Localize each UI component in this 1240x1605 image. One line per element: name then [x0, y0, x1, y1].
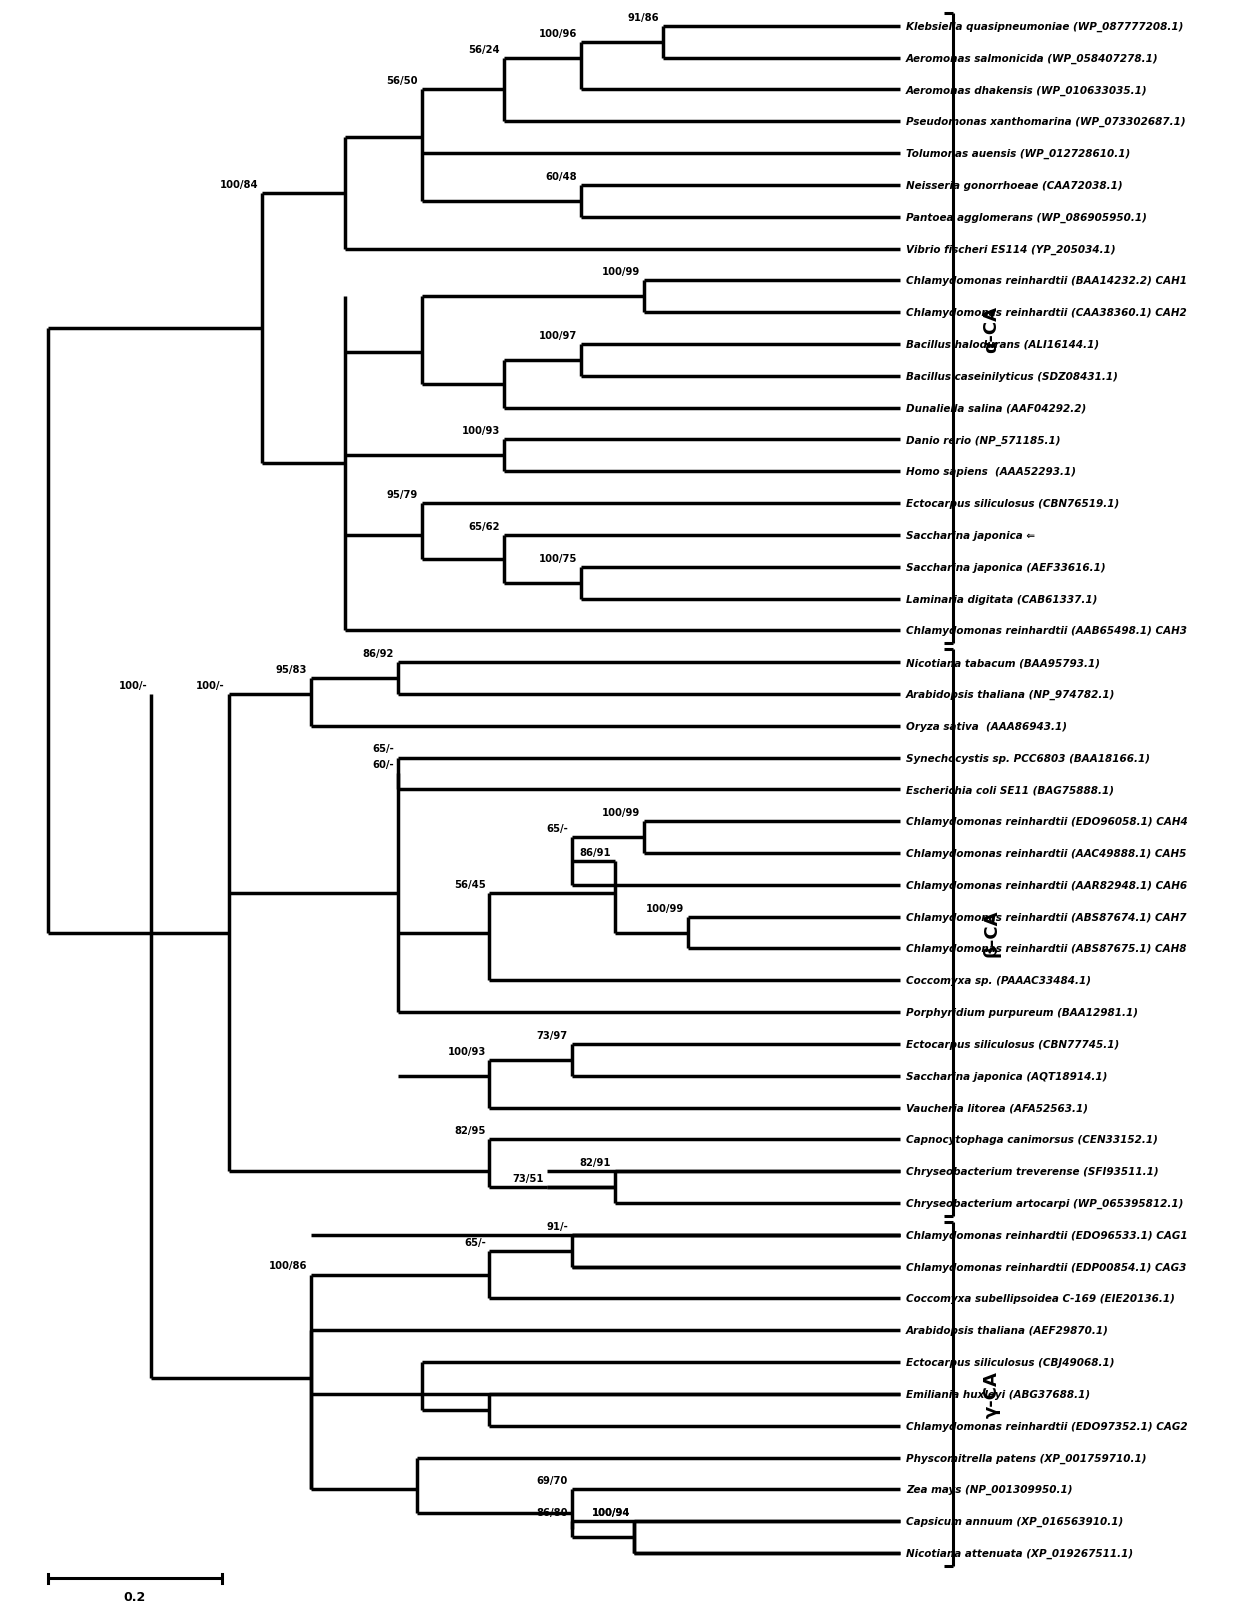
- Text: 100/94: 100/94: [593, 1507, 631, 1517]
- Text: Neisseria gonorrhoeae (CAA72038.1): Neisseria gonorrhoeae (CAA72038.1): [906, 181, 1122, 191]
- Text: Saccharina japonica (AQT18914.1): Saccharina japonica (AQT18914.1): [906, 1071, 1107, 1082]
- Text: 56/24: 56/24: [469, 45, 500, 55]
- Text: Saccharina japonica ⇐: Saccharina japonica ⇐: [906, 531, 1035, 541]
- Text: γ-CA: γ-CA: [982, 1371, 1001, 1417]
- Text: 95/83: 95/83: [275, 664, 306, 674]
- Text: 69/70: 69/70: [537, 1475, 568, 1485]
- Text: Capsicum annuum (XP_016563910.1): Capsicum annuum (XP_016563910.1): [906, 1517, 1123, 1526]
- Text: Bacillus caseinilyticus (SDZ08431.1): Bacillus caseinilyticus (SDZ08431.1): [906, 372, 1118, 382]
- Text: Ectocarpus siliculosus (CBJ49068.1): Ectocarpus siliculosus (CBJ49068.1): [906, 1358, 1115, 1367]
- Text: Aeromonas dhakensis (WP_010633035.1): Aeromonas dhakensis (WP_010633035.1): [906, 85, 1148, 96]
- Text: 100/97: 100/97: [539, 331, 578, 340]
- Text: Capnocytophaga canimorsus (CEN33152.1): Capnocytophaga canimorsus (CEN33152.1): [906, 1135, 1158, 1144]
- Text: 60/48: 60/48: [546, 172, 578, 181]
- Text: Laminaria digitata (CAB61337.1): Laminaria digitata (CAB61337.1): [906, 594, 1097, 603]
- Text: 100/94: 100/94: [593, 1507, 631, 1517]
- Text: 100/75: 100/75: [539, 554, 578, 563]
- Text: 100/-: 100/-: [119, 681, 148, 690]
- Text: Danio rerio (NP_571185.1): Danio rerio (NP_571185.1): [906, 435, 1060, 445]
- Text: Klebsiella quasipneumoniae (WP_087777208.1): Klebsiella quasipneumoniae (WP_087777208…: [906, 22, 1183, 32]
- Text: 73/97: 73/97: [537, 1030, 568, 1040]
- Text: α-CA: α-CA: [982, 305, 1001, 353]
- Text: 91/-: 91/-: [546, 1221, 568, 1231]
- Text: 100/-: 100/-: [196, 681, 224, 690]
- Text: Pantoea agglomerans (WP_086905950.1): Pantoea agglomerans (WP_086905950.1): [906, 212, 1147, 223]
- Text: Ectocarpus siliculosus (CBN77745.1): Ectocarpus siliculosus (CBN77745.1): [906, 1040, 1120, 1050]
- Text: 100/99: 100/99: [603, 266, 640, 278]
- Text: 56/45: 56/45: [454, 880, 486, 889]
- Text: Vaucheria litorea (AFA52563.1): Vaucheria litorea (AFA52563.1): [906, 1103, 1087, 1112]
- Text: Dunaliella salina (AAF04292.2): Dunaliella salina (AAF04292.2): [906, 403, 1086, 414]
- Text: Physcomitrella patens (XP_001759710.1): Physcomitrella patens (XP_001759710.1): [906, 1453, 1147, 1462]
- Text: Pseudomonas xanthomarina (WP_073302687.1): Pseudomonas xanthomarina (WP_073302687.1…: [906, 117, 1185, 127]
- Text: 0.2: 0.2: [124, 1589, 146, 1602]
- Text: Nicotiana tabacum (BAA95793.1): Nicotiana tabacum (BAA95793.1): [906, 658, 1100, 668]
- Text: Bacillus halodurans (ALI16144.1): Bacillus halodurans (ALI16144.1): [906, 340, 1099, 350]
- Text: 100/99: 100/99: [603, 807, 640, 817]
- Text: Tolumonas auensis (WP_012728610.1): Tolumonas auensis (WP_012728610.1): [906, 149, 1131, 159]
- Text: 100/86: 100/86: [268, 1260, 306, 1271]
- Text: 100/99: 100/99: [646, 904, 683, 913]
- Text: β-CA: β-CA: [982, 910, 1001, 957]
- Text: Chlamydomonas reinhardtii (AAR82948.1) CAH6: Chlamydomonas reinhardtii (AAR82948.1) C…: [906, 880, 1187, 891]
- Text: 60/-: 60/-: [372, 759, 394, 770]
- Text: Chlamydomonas reinhardtii (AAB65498.1) CAH3: Chlamydomonas reinhardtii (AAB65498.1) C…: [906, 626, 1187, 636]
- Text: Zea mays (NP_001309950.1): Zea mays (NP_001309950.1): [906, 1485, 1073, 1494]
- Text: 82/91: 82/91: [580, 1157, 611, 1167]
- Text: Arabidopsis thaliana (AEF29870.1): Arabidopsis thaliana (AEF29870.1): [906, 1326, 1109, 1335]
- Text: 100/93: 100/93: [448, 1046, 486, 1056]
- Text: Chryseobacterium artocarpi (WP_065395812.1): Chryseobacterium artocarpi (WP_065395812…: [906, 1197, 1183, 1209]
- Text: Chlamydomonas reinhardtii (EDO97352.1) CAG2: Chlamydomonas reinhardtii (EDO97352.1) C…: [906, 1420, 1188, 1430]
- Text: Chryseobacterium treverense (SFI93511.1): Chryseobacterium treverense (SFI93511.1): [906, 1167, 1158, 1176]
- Text: Emiliania huxleyi (ABG37688.1): Emiliania huxleyi (ABG37688.1): [906, 1388, 1090, 1400]
- Text: 100/93: 100/93: [461, 425, 500, 437]
- Text: Chlamydomonas reinhardtii (CAA38360.1) CAH2: Chlamydomonas reinhardtii (CAA38360.1) C…: [906, 308, 1187, 318]
- Text: 95/79: 95/79: [387, 490, 418, 499]
- Text: Saccharina japonica (AEF33616.1): Saccharina japonica (AEF33616.1): [906, 562, 1106, 573]
- Text: Chlamydomonas reinhardtii (EDO96058.1) CAH4: Chlamydomonas reinhardtii (EDO96058.1) C…: [906, 817, 1188, 827]
- Text: Porphyridium purpureum (BAA12981.1): Porphyridium purpureum (BAA12981.1): [906, 1008, 1138, 1018]
- Text: Chlamydomonas reinhardtii (ABS87675.1) CAH8: Chlamydomonas reinhardtii (ABS87675.1) C…: [906, 944, 1187, 953]
- Text: 65/-: 65/-: [372, 745, 394, 754]
- Text: Chlamydomonas reinhardtii (BAA14232.2) CAH1: Chlamydomonas reinhardtii (BAA14232.2) C…: [906, 276, 1187, 286]
- Text: Nicotiana attenuata (XP_019267511.1): Nicotiana attenuata (XP_019267511.1): [906, 1547, 1133, 1558]
- Text: 65/-: 65/-: [464, 1237, 486, 1247]
- Text: 91/86: 91/86: [627, 13, 660, 22]
- Text: 73/51: 73/51: [512, 1173, 543, 1183]
- Text: 86/91: 86/91: [579, 847, 611, 857]
- Text: Homo sapiens  (AAA52293.1): Homo sapiens (AAA52293.1): [906, 467, 1076, 477]
- Text: Escherichia coli SE11 (BAG75888.1): Escherichia coli SE11 (BAG75888.1): [906, 785, 1114, 794]
- Text: Arabidopsis thaliana (NP_974782.1): Arabidopsis thaliana (NP_974782.1): [906, 690, 1116, 700]
- Text: 100/84: 100/84: [219, 180, 258, 189]
- Text: Oryza sativa  (AAA86943.1): Oryza sativa (AAA86943.1): [906, 721, 1068, 732]
- Text: Vibrio fischeri ES114 (YP_205034.1): Vibrio fischeri ES114 (YP_205034.1): [906, 244, 1116, 255]
- Text: Chlamydomonas reinhardtii (ABS87674.1) CAH7: Chlamydomonas reinhardtii (ABS87674.1) C…: [906, 912, 1187, 923]
- Text: 56/50: 56/50: [387, 77, 418, 87]
- Text: 86/92: 86/92: [362, 648, 394, 658]
- Text: 65/-: 65/-: [546, 823, 568, 833]
- Text: Ectocarpus siliculosus (CBN76519.1): Ectocarpus siliculosus (CBN76519.1): [906, 499, 1120, 509]
- Text: 82/95: 82/95: [454, 1125, 486, 1135]
- Text: Synechocystis sp. PCC6803 (BAA18166.1): Synechocystis sp. PCC6803 (BAA18166.1): [906, 753, 1149, 762]
- Text: Aeromonas salmonicida (WP_058407278.1): Aeromonas salmonicida (WP_058407278.1): [906, 53, 1158, 64]
- Text: 86/80: 86/80: [536, 1507, 568, 1517]
- Text: 65/62: 65/62: [469, 522, 500, 531]
- Text: Coccomyxa sp. (PAAAC33484.1): Coccomyxa sp. (PAAAC33484.1): [906, 976, 1091, 985]
- Text: Chlamydomonas reinhardtii (EDO96533.1) CAG1: Chlamydomonas reinhardtii (EDO96533.1) C…: [906, 1229, 1188, 1241]
- Text: Chlamydomonas reinhardtii (AAC49888.1) CAH5: Chlamydomonas reinhardtii (AAC49888.1) C…: [906, 849, 1187, 859]
- Text: Chlamydomonas reinhardtii (EDP00854.1) CAG3: Chlamydomonas reinhardtii (EDP00854.1) C…: [906, 1262, 1187, 1271]
- Text: 100/96: 100/96: [539, 29, 578, 39]
- Text: Coccomyxa subellipsoidea C-169 (EIE20136.1): Coccomyxa subellipsoidea C-169 (EIE20136…: [906, 1294, 1176, 1303]
